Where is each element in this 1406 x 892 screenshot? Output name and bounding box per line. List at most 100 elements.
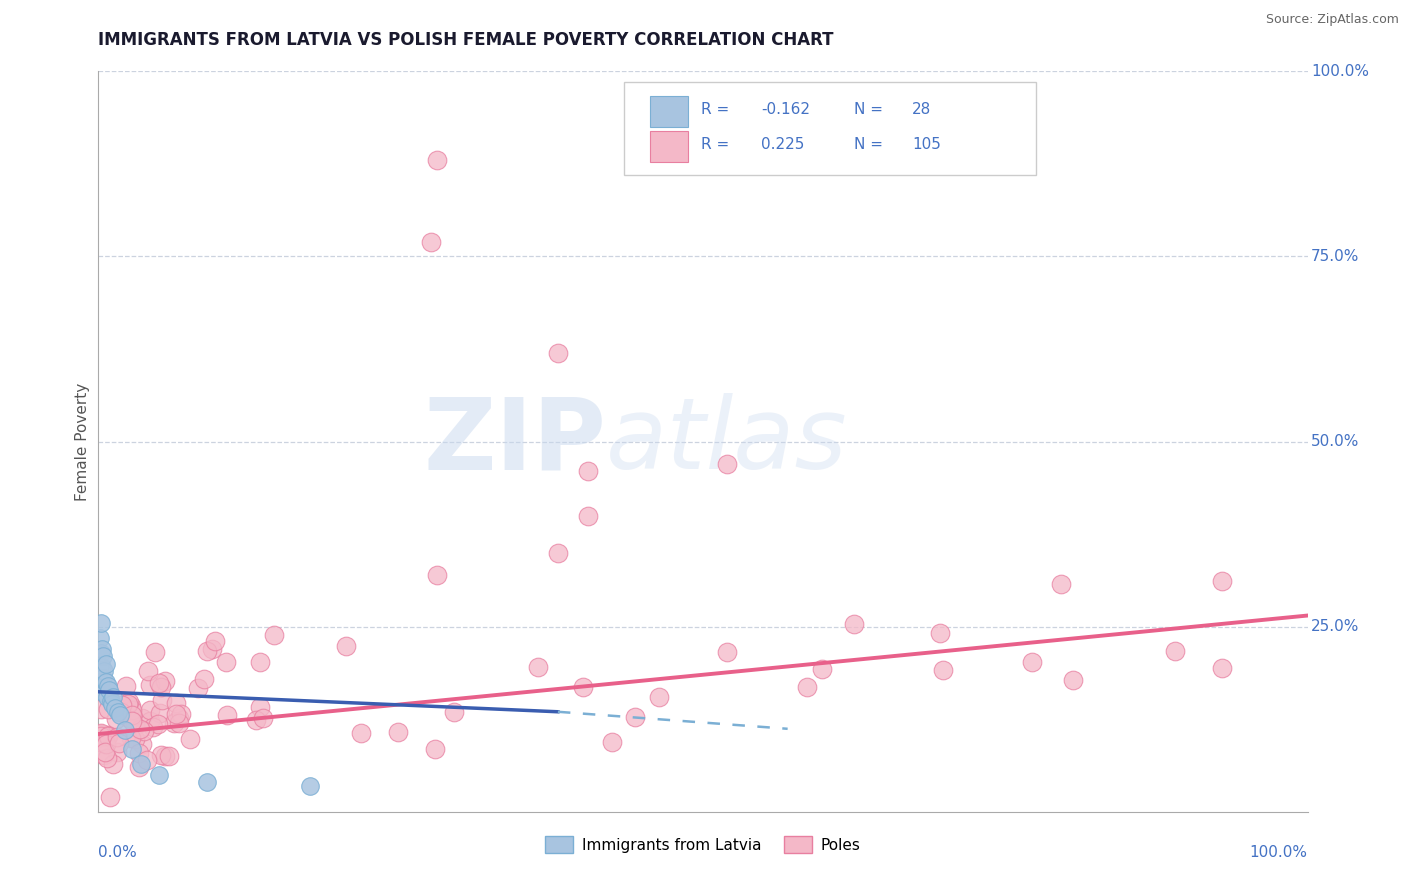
Point xyxy=(97,679,120,693)
Point xyxy=(105,731,128,745)
Point xyxy=(624,710,647,724)
Point xyxy=(94,657,117,671)
Point xyxy=(104,712,127,726)
Text: 50.0%: 50.0% xyxy=(1312,434,1360,449)
Point xyxy=(153,674,176,689)
Point xyxy=(128,746,150,760)
Point xyxy=(420,235,443,249)
Point xyxy=(335,639,357,653)
Point xyxy=(932,663,955,677)
Point xyxy=(118,695,141,709)
Point xyxy=(165,706,187,721)
Point xyxy=(249,655,271,669)
Point xyxy=(124,719,146,733)
Point xyxy=(443,706,465,720)
Point xyxy=(121,707,143,722)
FancyBboxPatch shape xyxy=(624,82,1035,175)
Point xyxy=(104,701,127,715)
Point xyxy=(138,678,160,692)
Point xyxy=(93,664,115,678)
Point xyxy=(426,567,449,582)
Point xyxy=(98,682,121,697)
Point xyxy=(111,698,134,713)
Point xyxy=(350,725,373,739)
Point xyxy=(249,699,271,714)
Point xyxy=(91,672,114,686)
Point xyxy=(120,699,142,714)
Point xyxy=(148,706,170,721)
Point xyxy=(91,660,114,674)
Point xyxy=(107,700,129,714)
Text: -0.162: -0.162 xyxy=(761,103,810,118)
Point xyxy=(117,697,139,711)
Point xyxy=(90,615,112,630)
Point xyxy=(94,675,117,690)
Point xyxy=(165,697,187,711)
Point xyxy=(148,717,170,731)
Point xyxy=(179,732,201,747)
Text: atlas: atlas xyxy=(606,393,848,490)
Text: R =: R = xyxy=(700,137,734,153)
Point xyxy=(547,546,569,560)
Point xyxy=(100,789,122,804)
Point xyxy=(844,616,866,631)
Point xyxy=(1049,577,1071,591)
Point xyxy=(139,703,162,717)
Point xyxy=(252,711,274,725)
Point xyxy=(928,625,950,640)
Point xyxy=(215,656,238,670)
Point xyxy=(1164,644,1187,658)
Y-axis label: Female Poverty: Female Poverty xyxy=(75,383,90,500)
Point xyxy=(148,675,170,690)
Point xyxy=(118,711,141,725)
Point xyxy=(98,689,121,703)
Point xyxy=(136,753,159,767)
Text: R =: R = xyxy=(700,103,734,118)
Text: Source: ZipAtlas.com: Source: ZipAtlas.com xyxy=(1265,13,1399,27)
Point xyxy=(426,153,449,168)
Point xyxy=(600,735,623,749)
Text: N =: N = xyxy=(855,103,889,118)
Point xyxy=(90,727,112,741)
Text: 100.0%: 100.0% xyxy=(1250,845,1308,860)
Point xyxy=(131,737,153,751)
Point xyxy=(245,713,267,727)
Point xyxy=(527,660,550,674)
Point xyxy=(547,345,569,359)
Point xyxy=(96,751,118,765)
Point xyxy=(107,705,129,719)
Point xyxy=(128,760,150,774)
Text: N =: N = xyxy=(855,137,889,153)
Point xyxy=(163,715,186,730)
Point xyxy=(89,660,111,674)
Point xyxy=(96,690,118,704)
Point xyxy=(129,756,152,771)
Point xyxy=(121,714,143,728)
Point xyxy=(796,680,818,694)
Point xyxy=(263,628,285,642)
Point xyxy=(97,728,120,742)
Point xyxy=(90,675,112,690)
Point xyxy=(94,745,117,759)
Point xyxy=(576,464,599,478)
Point xyxy=(148,767,170,781)
Point xyxy=(90,726,112,740)
Point xyxy=(1211,661,1233,675)
Point xyxy=(131,711,153,725)
Point xyxy=(128,723,150,737)
Point xyxy=(155,749,177,764)
Point xyxy=(1062,673,1084,687)
Point xyxy=(167,716,190,731)
Point xyxy=(97,702,120,716)
Point xyxy=(298,779,321,793)
Point xyxy=(149,747,172,762)
Point xyxy=(90,646,112,660)
Point xyxy=(120,731,142,745)
Point xyxy=(89,631,111,645)
Point xyxy=(1211,574,1233,589)
Point xyxy=(142,720,165,734)
Point xyxy=(100,694,122,708)
Point xyxy=(193,672,215,686)
Point xyxy=(100,698,122,712)
Point xyxy=(201,641,224,656)
